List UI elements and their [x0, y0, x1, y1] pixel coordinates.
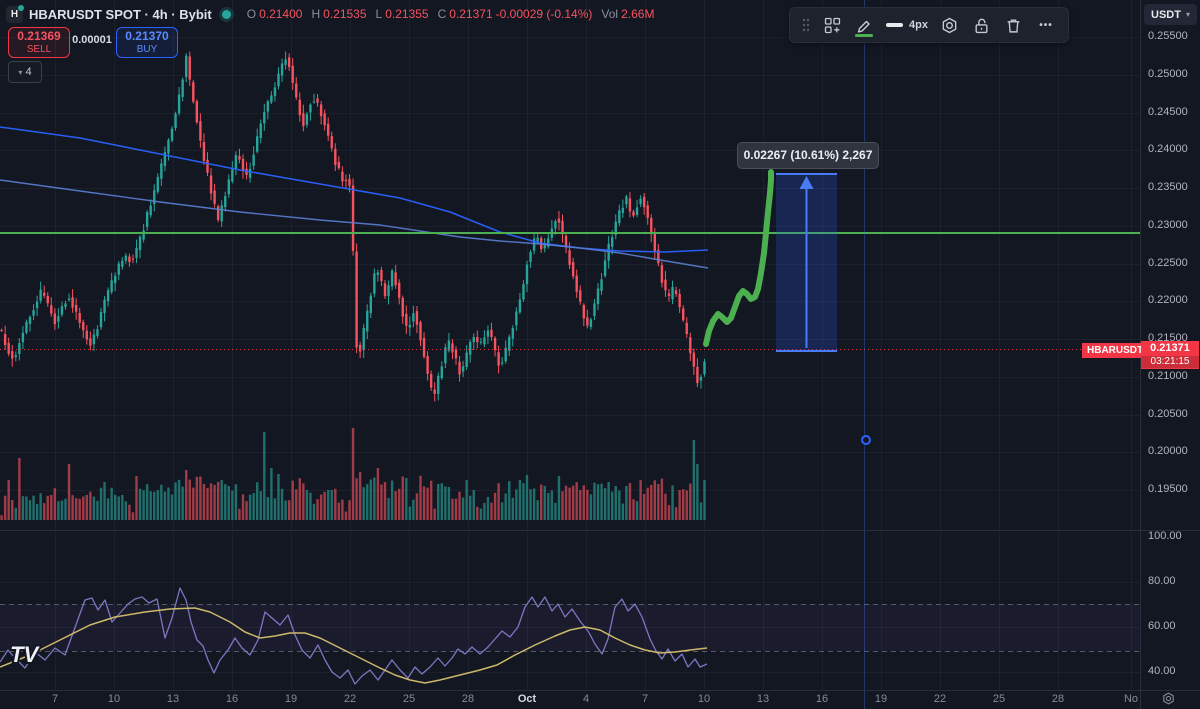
axis-settings-gear-icon[interactable]	[1162, 692, 1175, 709]
gear-icon	[943, 17, 957, 33]
time-tick-label: 25	[992, 693, 1006, 705]
close-value: 0.21371	[449, 7, 493, 21]
time-tick-label: 7	[51, 693, 59, 705]
buy-price: 0.21370	[125, 29, 169, 44]
time-tick-label: 22	[933, 693, 947, 705]
price-tick-label: 60.00	[1148, 620, 1176, 632]
line-width-value: 4px	[909, 19, 928, 31]
price-tick-label: 0.25000	[1148, 68, 1188, 80]
symbol-title[interactable]: HBARUSDT SPOT · 4h · Bybit	[29, 6, 212, 22]
volume-label: Vol	[601, 7, 619, 21]
drawing-toolbar: 4px	[789, 7, 1069, 43]
time-tick-label: 19	[874, 693, 888, 705]
sell-price: 0.21369	[17, 29, 61, 44]
symbol-logo-icon: H	[6, 4, 24, 23]
last-price-value: 0.21371	[1150, 342, 1190, 354]
time-tick-label: No	[1123, 693, 1139, 705]
grid-lines	[0, 0, 1140, 690]
buy-label: BUY	[136, 43, 158, 55]
spread-value: 0.00001	[72, 34, 112, 46]
time-axis[interactable]: 7 10 13 16 19 22 25 28 Oct 4 7 10 13 16 19 22 25 28 No	[0, 690, 1200, 709]
open-label: O	[246, 7, 257, 21]
time-tick-label: 25	[402, 693, 416, 705]
chevron-down-icon: ▾	[1185, 10, 1190, 19]
price-tick-label: 0.22000	[1148, 294, 1188, 306]
time-tick-label: 13	[756, 693, 770, 705]
ohlc-readout: O 0.21400 H 0.21535 L 0.21355 C 0.21371 -0.0…	[241, 7, 655, 21]
more-options-button[interactable]: •••	[1039, 19, 1053, 31]
time-tick-label: 16	[815, 693, 829, 705]
lock-button[interactable]	[968, 12, 996, 38]
price-tick-label: 0.23000	[1148, 219, 1188, 231]
line-width-button[interactable]: 4px	[882, 12, 932, 38]
time-tick-label: 7	[641, 693, 649, 705]
rsi-indicator	[0, 587, 708, 685]
trash-icon	[1008, 18, 1020, 33]
volume-series	[0, 428, 706, 520]
price-tick-label: 0.21000	[1148, 370, 1188, 382]
time-tick-label: 4	[582, 693, 590, 705]
price-tick-label: 0.22500	[1148, 257, 1188, 269]
lock-open-icon	[975, 18, 988, 33]
low-label: L	[375, 7, 383, 21]
time-tick-label: 13	[166, 693, 180, 705]
drawing-anchor-dot[interactable]	[861, 435, 871, 445]
tradingview-watermark: TV	[8, 640, 42, 669]
time-tick-label: Oct	[517, 693, 537, 705]
price-tick-label: 80.00	[1148, 575, 1176, 587]
brush-drawing[interactable]	[703, 169, 774, 347]
time-tick-label: 10	[107, 693, 121, 705]
open-value: 0.21400	[259, 7, 303, 21]
market-status-icon	[221, 9, 231, 19]
price-tick-label: 0.24000	[1148, 143, 1188, 155]
price-tick-label: 0.25500	[1148, 30, 1188, 42]
volume-value: 2.66M	[621, 7, 655, 21]
line-sample-icon	[886, 23, 903, 27]
time-tick-label: 16	[225, 693, 239, 705]
high-label: H	[311, 7, 321, 21]
price-tick-label: 40.00	[1148, 665, 1176, 677]
settings-button[interactable]	[936, 12, 964, 38]
bar-countdown: 03:21:15	[1141, 356, 1199, 368]
time-tick-label: 28	[1051, 693, 1065, 705]
close-label: C	[437, 7, 447, 21]
price-tick-label: 0.20500	[1148, 408, 1188, 420]
currency-value: USDT	[1151, 8, 1181, 21]
sell-button[interactable]: 0.21369 SELL	[8, 27, 70, 58]
drag-dots-icon	[802, 18, 810, 32]
time-tick-label: 22	[343, 693, 357, 705]
layout-add-icon	[824, 17, 840, 33]
low-value: 0.21355	[385, 7, 429, 21]
price-tick-label: 0.19500	[1148, 483, 1188, 495]
active-tool-underline	[855, 34, 873, 37]
toolbar-drag-handle[interactable]	[798, 12, 814, 38]
measure-tool[interactable]	[776, 173, 837, 352]
time-tick-label: 10	[697, 693, 711, 705]
time-tick-label: 19	[284, 693, 298, 705]
measure-label: 0.02267 (10.61%) 2,267	[737, 142, 879, 169]
chevron-down-icon: ▾	[18, 67, 23, 77]
high-value: 0.21535	[323, 7, 367, 21]
price-tick-label: 100.00	[1148, 530, 1182, 542]
candle-count-dropdown[interactable]: ▾ 4	[8, 61, 42, 83]
currency-dropdown[interactable]: USDT ▾	[1144, 4, 1197, 25]
pencil-icon	[857, 20, 870, 33]
price-tick-label: 0.23500	[1148, 181, 1188, 193]
time-tick-label: 28	[461, 693, 475, 705]
add-layout-button[interactable]	[818, 12, 846, 38]
candle-count-value: 4	[25, 66, 32, 78]
buy-button[interactable]: 0.21370 BUY	[116, 27, 178, 58]
price-tick-label: 0.24500	[1148, 106, 1188, 118]
delete-button[interactable]	[1000, 12, 1028, 38]
sell-label: SELL	[26, 43, 52, 55]
change-value: -0.00029 (-0.14%)	[495, 7, 593, 21]
svg-text:TV: TV	[10, 642, 40, 667]
price-line-symbol-tag: HBARUSDT	[1082, 343, 1149, 358]
price-tick-label: 0.20000	[1148, 445, 1188, 457]
brush-tool-button[interactable]	[850, 12, 878, 38]
last-price-label: 0.21371 03:21:15	[1141, 341, 1199, 369]
